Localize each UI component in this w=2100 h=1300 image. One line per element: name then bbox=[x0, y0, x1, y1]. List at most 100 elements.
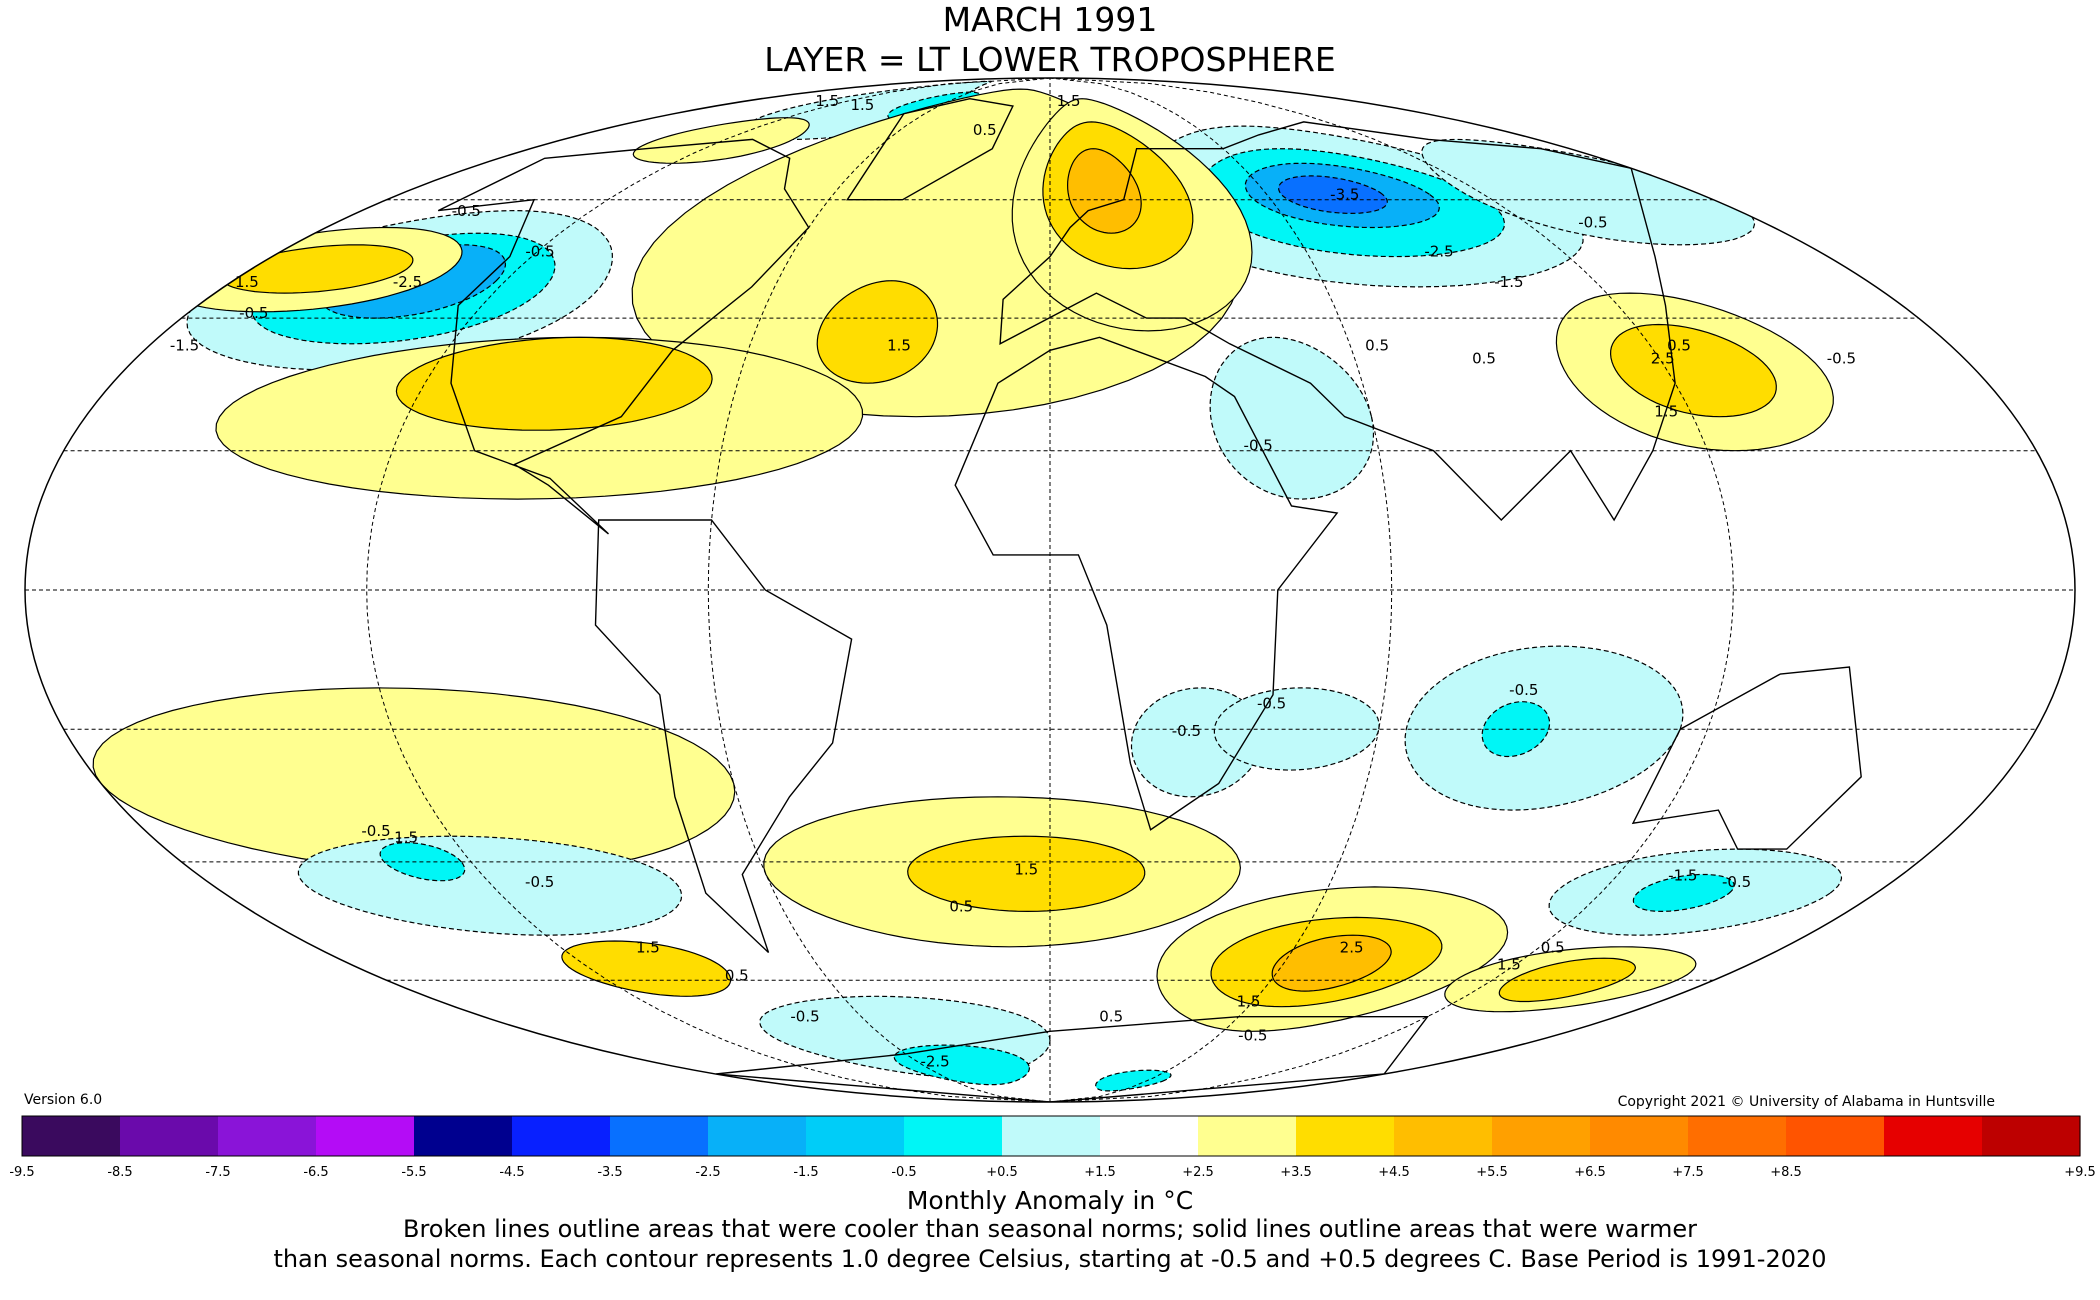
contour-label: 1.5 bbox=[815, 92, 839, 110]
anomaly-region bbox=[1277, 175, 1388, 215]
colorbar-swatch bbox=[806, 1116, 905, 1156]
anomaly-region bbox=[1209, 336, 1375, 500]
contour-label: 0.5 bbox=[1099, 1008, 1123, 1026]
contour-label: 1.5 bbox=[1654, 403, 1678, 421]
colorbar-swatch bbox=[1198, 1116, 1297, 1156]
anomaly-region bbox=[561, 940, 732, 997]
colorbar-tick-label: -2.5 bbox=[695, 1165, 720, 1180]
anomaly-region bbox=[1421, 138, 1756, 246]
contour-label: 0.5 bbox=[1667, 336, 1691, 354]
description-line-2: than seasonal norms. Each contour repres… bbox=[273, 1245, 1827, 1273]
colorbar-swatch bbox=[120, 1116, 219, 1156]
contour-label: -0.5 bbox=[1257, 695, 1286, 713]
anomaly-region bbox=[1632, 873, 1735, 913]
continent-outline bbox=[437, 138, 810, 535]
colorbar-tick-label: -3.5 bbox=[597, 1165, 622, 1180]
contour-label: 0.5 bbox=[949, 897, 973, 915]
contour-label: 0.5 bbox=[973, 121, 997, 139]
colorbar-swatch bbox=[1002, 1116, 1101, 1156]
longitude-line bbox=[1049, 77, 1734, 1103]
colorbar-swatches bbox=[21, 1115, 2081, 1157]
anomaly-regions bbox=[92, 80, 1843, 1092]
contour-label: -0.5 bbox=[1244, 437, 1273, 455]
colorbar-tick-label: +1.5 bbox=[1084, 1165, 1116, 1180]
contour-label: -3.5 bbox=[1330, 186, 1359, 204]
anomaly-region bbox=[907, 835, 1146, 913]
colorbar-ticks: -9.5 -8.5 -7.5 -6.5 -5.5 -4.5 -3.5 -2.5 -1.5 -0.5… bbox=[9, 1165, 2095, 1180]
continent-outline bbox=[846, 97, 1014, 201]
description-line-1: Broken lines outline areas that were coo… bbox=[403, 1215, 1697, 1243]
colorbar-swatch bbox=[414, 1116, 513, 1156]
colorbar-tick-label: -7.5 bbox=[205, 1165, 230, 1180]
copyright-label: Copyright 2021 © University of Alabama i… bbox=[1617, 1094, 1995, 1110]
contour-label: 1.5 bbox=[1014, 861, 1038, 879]
colorbar-tick-label: -1.5 bbox=[793, 1165, 818, 1180]
contour-label: -0.5 bbox=[525, 243, 554, 261]
colorbar-swatch bbox=[1394, 1116, 1493, 1156]
colorbar-tick-label: +0.5 bbox=[986, 1165, 1018, 1180]
contour-label: -2.5 bbox=[393, 273, 422, 291]
contour-label: -2.5 bbox=[920, 1052, 949, 1070]
contour-label: 1.5 bbox=[1057, 92, 1081, 110]
contour-label: -2.5 bbox=[1424, 243, 1453, 261]
contour-label: -0.5 bbox=[1172, 722, 1201, 740]
contour-label: 1.5 bbox=[1497, 955, 1521, 973]
colorbar-swatch bbox=[1884, 1116, 1983, 1156]
contour-label: 0.5 bbox=[1472, 349, 1496, 367]
colorbar-swatch bbox=[316, 1116, 415, 1156]
colorbar-tick-label: -4.5 bbox=[499, 1165, 524, 1180]
contour-label: 0.5 bbox=[1541, 939, 1565, 957]
contour-label: -1.5 bbox=[1494, 273, 1523, 291]
map-title: MARCH 1991 bbox=[942, 0, 1158, 39]
colorbar-swatch bbox=[1590, 1116, 1689, 1156]
anomaly-region bbox=[632, 117, 810, 164]
colorbar-tick-label: +3.5 bbox=[1280, 1165, 1312, 1180]
version-label: Version 6.0 bbox=[24, 1092, 103, 1108]
anomaly-region bbox=[395, 336, 713, 431]
colorbar-tick-label: -5.5 bbox=[401, 1165, 426, 1180]
contour-label: 1.5 bbox=[235, 273, 259, 291]
colorbar-swatch bbox=[1688, 1116, 1787, 1156]
colorbar-swatch bbox=[1296, 1116, 1395, 1156]
colorbar-tick-label: +4.5 bbox=[1378, 1165, 1410, 1180]
contour-label: -1.5 bbox=[1668, 867, 1697, 885]
anomaly-region bbox=[1609, 323, 1777, 418]
contour-label: -0.5 bbox=[239, 304, 268, 322]
contour-label: 0.5 bbox=[1365, 336, 1389, 354]
contour-label: 1.5 bbox=[636, 939, 660, 957]
graticule bbox=[25, 77, 2075, 1103]
colorbar-unit-label: Monthly Anomaly in °C bbox=[906, 1186, 1194, 1215]
contour-labels: 1.5 1.50.51.5-3.5-2.5-1.5-0.5-0.51.5 -2.5-… bbox=[170, 92, 1856, 1070]
colorbar-tick-label: -8.5 bbox=[107, 1165, 132, 1180]
contour-label: 1.5 bbox=[887, 336, 911, 354]
longitude-line bbox=[366, 77, 1051, 1103]
longitude-line bbox=[1049, 77, 1393, 1103]
colorbar-tick-label: -0.5 bbox=[891, 1165, 916, 1180]
contour-label: -0.5 bbox=[790, 1008, 819, 1026]
colorbar-tick-label: +6.5 bbox=[1574, 1165, 1606, 1180]
contour-label: -0.5 bbox=[361, 822, 390, 840]
contour-label: -0.5 bbox=[1827, 349, 1856, 367]
colorbar-swatch bbox=[610, 1116, 709, 1156]
contour-label: -0.5 bbox=[1722, 873, 1751, 891]
contour-label: -0.5 bbox=[1509, 681, 1538, 699]
continent-outline bbox=[999, 121, 1676, 522]
contour-label: 2.5 bbox=[1651, 349, 1675, 367]
anomaly-map: 1.5 1.50.51.5-3.5-2.5-1.5-0.5-0.51.5 -2.5-… bbox=[24, 77, 2076, 1103]
contour-label: 2.5 bbox=[1340, 939, 1364, 957]
colorbar-tick-label: +9.5 bbox=[2064, 1165, 2096, 1180]
colorbar-swatch bbox=[512, 1116, 611, 1156]
colorbar-swatch bbox=[708, 1116, 807, 1156]
colorbar-swatch bbox=[904, 1116, 1003, 1156]
longitude-line bbox=[707, 77, 1051, 1103]
colorbar-swatch bbox=[1982, 1116, 2081, 1156]
contour-label: -0.5 bbox=[1238, 1027, 1267, 1045]
contour-label: -0.5 bbox=[1578, 214, 1607, 232]
map-subtitle: LAYER = LT LOWER TROPOSPHERE bbox=[764, 40, 1336, 79]
contour-label: 1.5 bbox=[394, 829, 418, 847]
colorbar-tick-label: +7.5 bbox=[1672, 1165, 1704, 1180]
continent-outline bbox=[715, 1016, 1430, 1102]
contour-label: 0.5 bbox=[725, 966, 749, 984]
colorbar-tick-label: +2.5 bbox=[1182, 1165, 1214, 1180]
colorbar-tick-label: -9.5 bbox=[9, 1165, 34, 1180]
